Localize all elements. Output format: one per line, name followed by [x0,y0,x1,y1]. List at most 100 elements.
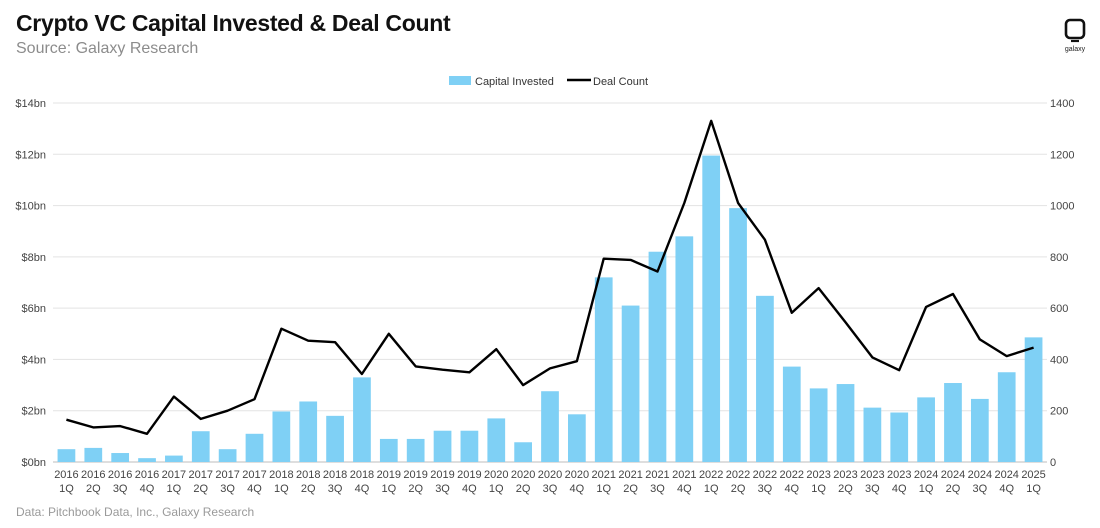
combo-chart: $0bn $2bn $4bn $6bn $8bn $10bn $12bn $14bn 0 200… [15,76,1074,495]
x-tick-year: 2018 [350,469,374,481]
right-tick-label: 0 [1050,457,1056,469]
x-tick-quarter: 1Q [811,483,826,495]
x-tick-quarter: 2Q [946,483,961,495]
x-tick-quarter: 1Q [59,483,74,495]
bar-capital-invested [326,415,344,462]
x-tick-year: 2016 [135,469,159,481]
x-tick-year: 2020 [538,469,562,481]
bar-capital-invested [648,251,667,462]
bar-capital-invested [970,398,989,462]
bar-capital-invested [594,277,613,462]
x-tick-quarter: 4Q [247,483,262,495]
x-tick-year: 2017 [189,469,213,481]
x-tick-year: 2020 [484,469,508,481]
bar-capital-invested [836,384,855,462]
x-tick-year: 2017 [215,469,239,481]
x-tick-year: 2022 [726,469,750,481]
x-tick-quarter: 4Q [784,483,799,495]
bar-capital-invested [138,458,156,462]
bar-capital-invested [621,305,640,462]
bar-capital-invested [111,453,130,462]
deal-count-line-group [66,119,1034,435]
x-tick-quarter: 2Q [731,483,746,495]
left-y-axis: $0bn $2bn $4bn $6bn $8bn $10bn $12bn $14bn [15,98,46,469]
chart-title: Crypto VC Capital Invested & Deal Count [16,10,451,36]
x-tick-quarter: 4Q [999,483,1014,495]
x-tick-quarter: 3Q [543,483,558,495]
x-tick-quarter: 1Q [596,483,611,495]
x-tick-year: 2019 [403,469,427,481]
bar-capital-invested [406,438,425,462]
capital-invested-bars [57,155,1043,462]
x-tick-year: 2024 [941,469,965,481]
bar-capital-invested [57,449,76,462]
bar-capital-invested [1024,337,1043,462]
x-tick-year: 2021 [672,469,696,481]
bar-capital-invested [353,377,371,462]
left-tick-label: $2bn [22,406,46,418]
x-tick-quarter: 1Q [274,483,289,495]
right-tick-label: 1000 [1050,201,1074,213]
x-tick-year: 2023 [887,469,911,481]
data-source-note: Data: Pitchbook Data, Inc., Galaxy Resea… [16,505,255,519]
x-tick-quarter: 3Q [865,483,880,495]
bar-capital-invested [272,411,291,462]
x-tick-quarter: 3Q [972,483,987,495]
bar-capital-invested [863,407,882,462]
x-tick-year: 2021 [591,469,615,481]
bar-capital-invested [567,414,586,462]
x-tick-quarter: 3Q [220,483,235,495]
x-tick-quarter: 1Q [167,483,182,495]
right-tick-label: 1400 [1050,98,1074,110]
bar-capital-invested [944,383,962,462]
right-tick-label: 800 [1050,252,1068,264]
x-tick-year: 2024 [914,469,938,481]
x-tick-quarter: 2Q [838,483,853,495]
grid-lines [53,102,1047,463]
bar-capital-invested [165,455,183,462]
bar-capital-invested [514,442,533,462]
bar-capital-invested [809,388,828,462]
x-tick-quarter: 1Q [489,483,504,495]
legend-label-deal-count: Deal Count [593,76,648,88]
x-tick-year: 2022 [699,469,723,481]
x-tick-year: 2016 [54,469,78,481]
right-tick-label: 600 [1050,303,1068,315]
left-tick-label: $4bn [22,354,46,366]
legend: Capital Invested Deal Count [449,76,648,88]
bar-capital-invested [433,430,452,462]
x-tick-year: 2021 [618,469,642,481]
left-tick-label: $10bn [15,201,46,213]
x-tick-quarter: 1Q [381,483,396,495]
bar-capital-invested [460,430,479,462]
logo-text: galaxy [1065,46,1086,53]
bar-capital-invested [997,372,1016,462]
bar-capital-invested [218,449,237,462]
x-tick-quarter: 3Q [113,483,128,495]
x-tick-quarter: 1Q [919,483,934,495]
bar-capital-invested [379,438,398,462]
x-tick-quarter: 4Q [355,483,370,495]
x-tick-year: 2020 [565,469,589,481]
left-tick-label: $12bn [15,149,46,161]
x-tick-quarter: 4Q [570,483,585,495]
right-tick-label: 1200 [1050,149,1074,161]
x-tick-quarter: 3Q [758,483,773,495]
x-tick-quarter: 2Q [301,483,316,495]
bar-capital-invested [245,433,264,462]
bar-capital-invested [675,236,694,462]
x-tick-quarter: 4Q [892,483,907,495]
bar-capital-invested [729,208,747,462]
deal-count-line [66,119,1034,435]
x-tick-quarter: 3Q [435,483,450,495]
x-tick-quarter: 3Q [328,483,343,495]
x-tick-year: 2017 [242,469,266,481]
x-tick-year: 2018 [296,469,320,481]
legend-swatch-capital-invested [449,76,471,85]
bar-capital-invested [299,401,318,462]
left-tick-label: $8bn [22,252,46,264]
x-tick-year: 2016 [81,469,105,481]
x-tick-year: 2020 [511,469,535,481]
bar-capital-invested [756,295,774,462]
left-tick-label: $14bn [15,98,46,110]
